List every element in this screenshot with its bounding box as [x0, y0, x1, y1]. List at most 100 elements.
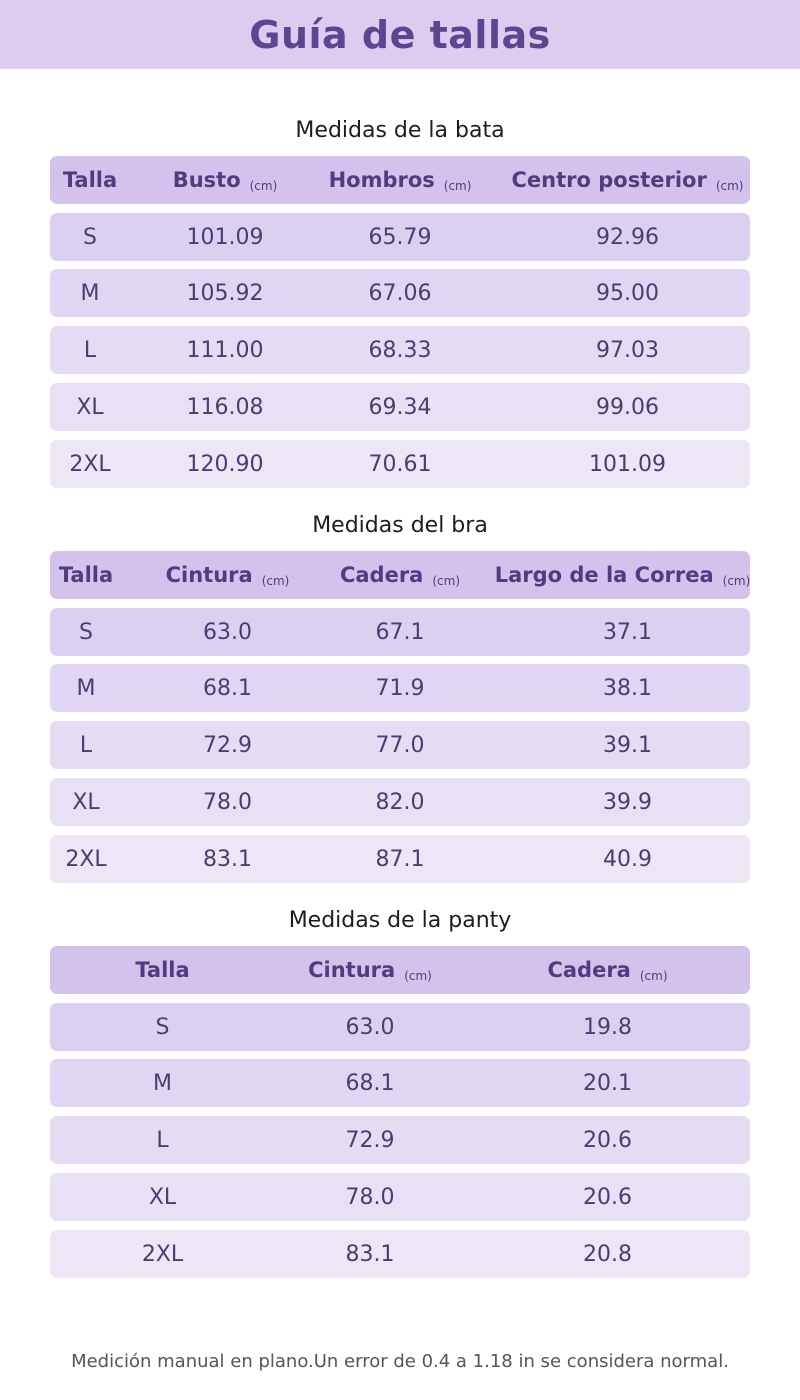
panty-header-row: Talla Cintura (cm) Cadera (cm) [50, 946, 750, 994]
value-cell: 116.08 [186, 394, 264, 420]
size-cell: L [79, 732, 93, 758]
header-cell: Busto (cm) [172, 168, 278, 193]
value-cell: 97.03 [596, 337, 659, 363]
table-row: M 105.92 67.06 95.00 [50, 269, 750, 317]
value-cell: 67.06 [368, 280, 432, 306]
unit-label: (cm) [443, 179, 472, 193]
table-row: XL 116.08 69.34 99.06 [50, 383, 750, 431]
header-cell: Talla [58, 563, 114, 587]
value-cell: 120.90 [186, 451, 264, 477]
value-cell: 20.8 [583, 1241, 632, 1267]
header-cell: Cintura (cm) [165, 563, 290, 588]
size-cell: 2XL [65, 846, 107, 872]
size-cell: L [83, 337, 97, 363]
table-row: S 101.09 65.79 92.96 [50, 213, 750, 261]
table-row: XL 78.0 82.0 39.9 [50, 778, 750, 826]
table-row: 2XL 120.90 70.61 101.09 [50, 440, 750, 488]
table-row: S 63.0 19.8 [50, 1003, 750, 1051]
value-cell: 20.6 [583, 1127, 632, 1153]
page-title: Guía de tallas [249, 12, 551, 57]
value-cell: 82.0 [375, 789, 425, 815]
value-cell: 68.1 [203, 675, 252, 701]
header-cell: Talla [62, 168, 118, 192]
value-cell: 67.1 [375, 619, 425, 645]
header-cell: Cadera (cm) [547, 958, 668, 983]
unit-label: (cm) [432, 574, 461, 588]
size-cell: M [76, 675, 96, 701]
size-cell: S [155, 1014, 170, 1040]
value-cell: 101.09 [186, 224, 264, 250]
header-cell: Cintura (cm) [308, 958, 432, 983]
table-row: L 111.00 68.33 97.03 [50, 326, 750, 374]
unit-label: (cm) [715, 179, 744, 193]
value-cell: 83.1 [345, 1241, 395, 1267]
value-cell: 20.6 [583, 1184, 632, 1210]
unit-label: (cm) [249, 179, 278, 193]
header-cell: Hombros (cm) [328, 168, 472, 193]
value-cell: 68.33 [368, 337, 432, 363]
bra-table: Medidas del bra Talla Cintura (cm) Cadera… [50, 511, 750, 883]
unit-label: (cm) [722, 574, 751, 588]
header-cell: Cadera (cm) [339, 563, 461, 588]
value-cell: 72.9 [203, 732, 252, 758]
table-row: M 68.1 71.9 38.1 [50, 664, 750, 712]
unit-label: (cm) [261, 574, 290, 588]
table-row: 2XL 83.1 20.8 [50, 1230, 750, 1278]
robe-table: Medidas de la bata Talla Busto (cm) Hombr… [50, 116, 750, 488]
value-cell: 68.1 [345, 1070, 395, 1096]
value-cell: 70.61 [368, 451, 432, 477]
unit-label: (cm) [639, 969, 668, 983]
value-cell: 83.1 [203, 846, 252, 872]
value-cell: 101.09 [589, 451, 666, 477]
size-cell: XL [72, 789, 100, 815]
value-cell: 69.34 [368, 394, 432, 420]
panty-table: Medidas de la panty Talla Cintura (cm) Ca… [50, 906, 750, 1278]
value-cell: 20.1 [583, 1070, 632, 1096]
value-cell: 99.06 [596, 394, 659, 420]
value-cell: 63.0 [345, 1014, 395, 1040]
header-cell: Talla [135, 958, 190, 982]
value-cell: 105.92 [186, 280, 264, 306]
value-cell: 77.0 [375, 732, 425, 758]
table-row: M 68.1 20.1 [50, 1059, 750, 1107]
value-cell: 63.0 [203, 619, 252, 645]
table-row: L 72.9 77.0 39.1 [50, 721, 750, 769]
value-cell: 38.1 [603, 675, 652, 701]
unit-label: (cm) [404, 969, 432, 983]
size-cell: XL [76, 394, 104, 420]
bra-header-row: Talla Cintura (cm) Cadera (cm) Largo de la… [50, 551, 750, 599]
size-cell: 2XL [69, 451, 111, 477]
value-cell: 71.9 [375, 675, 425, 701]
value-cell: 37.1 [603, 619, 652, 645]
value-cell: 87.1 [375, 846, 425, 872]
value-cell: 39.1 [603, 732, 652, 758]
size-cell: 2XL [141, 1241, 184, 1267]
table-row: 2XL 83.1 87.1 40.9 [50, 835, 750, 883]
value-cell: 65.79 [368, 224, 432, 250]
value-cell: 72.9 [345, 1127, 395, 1153]
measurement-footnote: Medición manual en plano.Un error de 0.4… [71, 1351, 729, 1372]
robe-table-title: Medidas de la bata [295, 118, 505, 143]
value-cell: 78.0 [203, 789, 252, 815]
bra-table-title: Medidas del bra [312, 513, 488, 538]
header-cell: Centro posterior (cm) [511, 168, 744, 193]
size-cell: S [79, 619, 93, 645]
title-banner: Guía de tallas [0, 0, 800, 69]
value-cell: 40.9 [603, 846, 652, 872]
header-cell: Largo de la Correa (cm) [494, 563, 751, 588]
size-cell: M [80, 280, 100, 306]
value-cell: 111.00 [186, 337, 264, 363]
table-row: S 63.0 67.1 37.1 [50, 608, 750, 656]
value-cell: 95.00 [596, 280, 659, 306]
panty-table-title: Medidas de la panty [288, 908, 512, 933]
size-cell: S [83, 224, 97, 250]
size-cell: M [153, 1070, 172, 1096]
size-cell: L [156, 1127, 169, 1153]
value-cell: 78.0 [345, 1184, 395, 1210]
value-cell: 39.9 [603, 789, 652, 815]
value-cell: 92.96 [596, 224, 659, 250]
table-row: L 72.9 20.6 [50, 1116, 750, 1164]
size-cell: XL [148, 1184, 177, 1210]
robe-header-row: Talla Busto (cm) Hombros (cm) Centro poste… [50, 156, 750, 204]
table-row: XL 78.0 20.6 [50, 1173, 750, 1221]
